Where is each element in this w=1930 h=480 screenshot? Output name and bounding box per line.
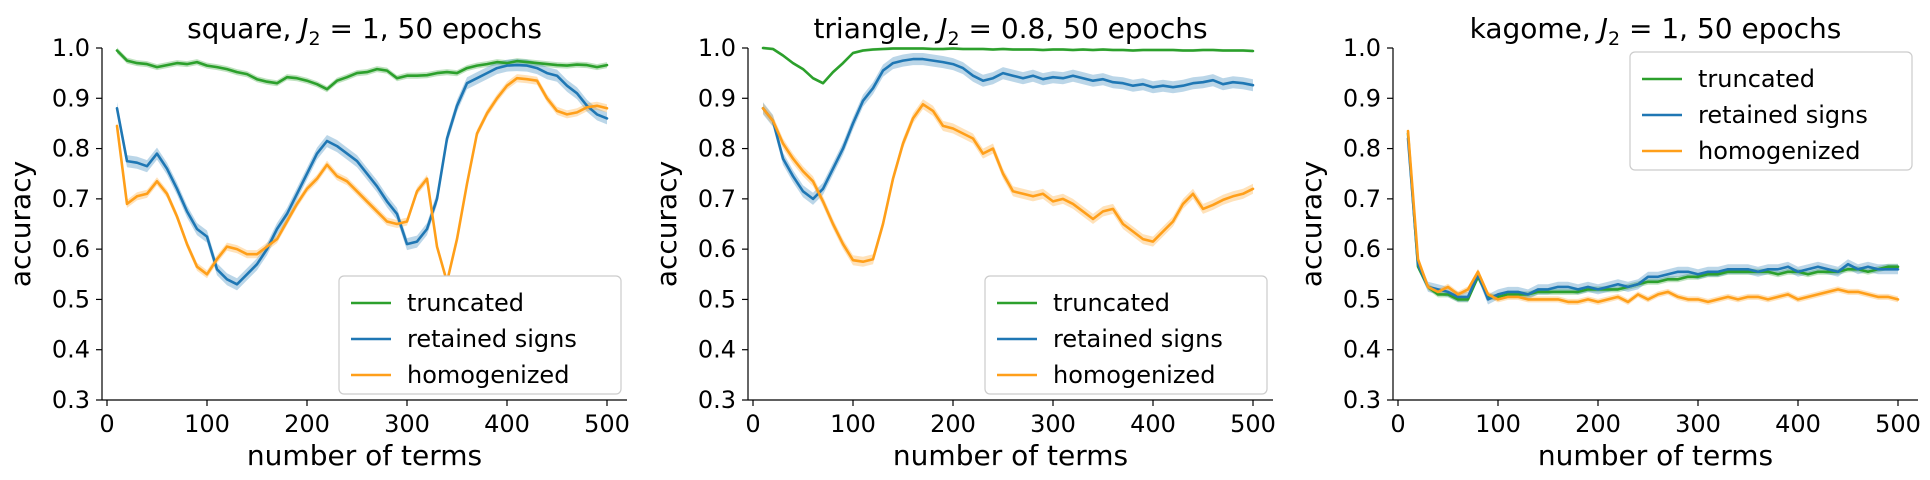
x-tick-label: 100: [184, 410, 230, 438]
title-prefix: kagome,: [1470, 12, 1600, 45]
y-axis-label: accuracy: [650, 161, 683, 287]
series-line-truncated: [115, 49, 609, 91]
y-tick-label: 0.4: [52, 336, 90, 364]
series-line-retained-signs: [115, 63, 609, 286]
legend-frame: [1629, 51, 1913, 171]
y-tick-label: 0.9: [52, 84, 90, 112]
legend-label: homogenized: [407, 361, 569, 389]
x-tick-label: 100: [1475, 410, 1521, 438]
series-line-homogenized: [761, 103, 1255, 264]
x-axis-label: number of terms: [893, 439, 1128, 472]
chart-2: 0.3 0.4 0.5 0.6 0.7 0.8 0.9 1.0 0 100 200 300 400 500…: [650, 12, 1276, 472]
y-tick-label: 0.8: [698, 135, 736, 163]
x-tick-label: 200: [284, 410, 330, 438]
x-tick-label: 500: [1875, 410, 1921, 438]
legend-label: truncated: [407, 289, 524, 317]
y-tick-label: 0.3: [1343, 386, 1381, 414]
title-subscript: 2: [1608, 28, 1620, 50]
y-tick-label: 0.4: [1343, 336, 1381, 364]
y-tick-label: 0.4: [698, 336, 736, 364]
series-band-retained-signs: [763, 53, 1253, 205]
series-line-homogenized: [1406, 129, 1900, 304]
title-prefix: square,: [187, 12, 300, 45]
y-tick-label: 0.5: [52, 285, 90, 313]
title-suffix: = 0.8, 50 epochs: [960, 12, 1208, 45]
series-band-truncated: [117, 47, 607, 93]
y-tick-label: 0.3: [52, 386, 90, 414]
x-tick-label: 0: [99, 410, 114, 438]
x-tick-label: 100: [830, 410, 876, 438]
y-tick-label: 0.6: [698, 235, 736, 263]
x-tick-label: 400: [1130, 410, 1176, 438]
legend-label: retained signs: [407, 325, 577, 353]
x-axis-label: number of terms: [1538, 439, 1773, 472]
title-suffix: = 1, 50 epochs: [1620, 12, 1841, 45]
legend: truncated retained signs homogenized: [984, 275, 1268, 395]
series-line-retained-signs: [761, 57, 1255, 201]
y-tick-label: 0.7: [1343, 185, 1381, 213]
chart-title: square, J2 = 1, 50 epochs: [187, 12, 542, 50]
legend-label: homogenized: [1053, 361, 1215, 389]
y-axis-label: accuracy: [4, 161, 37, 287]
chart-3: 0.3 0.4 0.5 0.6 0.7 0.8 0.9 1.0 0 100 200 300 400 500…: [1295, 12, 1921, 472]
y-tick-label: 0.6: [52, 235, 90, 263]
y-tick-label: 0.6: [1343, 235, 1381, 263]
title-subscript: 2: [309, 28, 321, 50]
x-tick-label: 400: [1775, 410, 1821, 438]
legend-label: truncated: [1053, 289, 1170, 317]
title-suffix: = 1, 50 epochs: [321, 12, 542, 45]
series-line-truncated: [1406, 132, 1900, 301]
series-line-retained-signs: [1406, 137, 1900, 301]
y-tick-label: 0.8: [52, 135, 90, 163]
y-tick-label: 1.0: [52, 34, 90, 62]
chart-title: triangle, J2 = 0.8, 50 epochs: [813, 12, 1207, 50]
title-prefix: triangle,: [813, 12, 939, 45]
x-tick-label: 200: [930, 410, 976, 438]
x-tick-label: 0: [745, 410, 760, 438]
legend: truncated retained signs homogenized: [1629, 51, 1913, 171]
y-tick-label: 0.8: [1343, 135, 1381, 163]
legend: truncated retained signs homogenized: [338, 275, 622, 395]
x-tick-label: 200: [1575, 410, 1621, 438]
x-tick-label: 0: [1390, 410, 1405, 438]
x-tick-label: 500: [1230, 410, 1276, 438]
x-tick-label: 300: [1030, 410, 1076, 438]
title-subscript: 2: [947, 28, 959, 50]
legend-frame: [338, 275, 622, 395]
series-band-retained-signs: [117, 59, 607, 291]
y-tick-label: 0.3: [698, 386, 736, 414]
y-tick-label: 1.0: [1343, 34, 1381, 62]
y-tick-label: 0.9: [698, 84, 736, 112]
legend-label: retained signs: [1053, 325, 1223, 353]
y-tick-label: 0.9: [1343, 84, 1381, 112]
x-tick-label: 300: [1675, 410, 1721, 438]
legend-label: homogenized: [1698, 137, 1860, 165]
y-axis-label: accuracy: [1295, 161, 1328, 287]
legend-label: retained signs: [1698, 101, 1868, 129]
x-axis-label: number of terms: [247, 439, 482, 472]
x-tick-label: 400: [484, 410, 530, 438]
chart-title: kagome, J2 = 1, 50 epochs: [1470, 12, 1842, 50]
y-tick-label: 0.5: [698, 285, 736, 313]
x-tick-label: 300: [384, 410, 430, 438]
legend-label: truncated: [1698, 65, 1815, 93]
series-line-truncated: [761, 46, 1255, 85]
y-tick-label: 0.5: [1343, 285, 1381, 313]
x-tick-label: 500: [584, 410, 630, 438]
legend-frame: [984, 275, 1268, 395]
y-tick-label: 1.0: [698, 34, 736, 62]
series-line-homogenized: [115, 76, 609, 284]
y-tick-label: 0.7: [52, 185, 90, 213]
y-tick-label: 0.7: [698, 185, 736, 213]
chart-1: 0.3 0.4 0.5 0.6 0.7 0.8 0.9 1.0 0 100 200 300 400 500…: [4, 12, 630, 472]
